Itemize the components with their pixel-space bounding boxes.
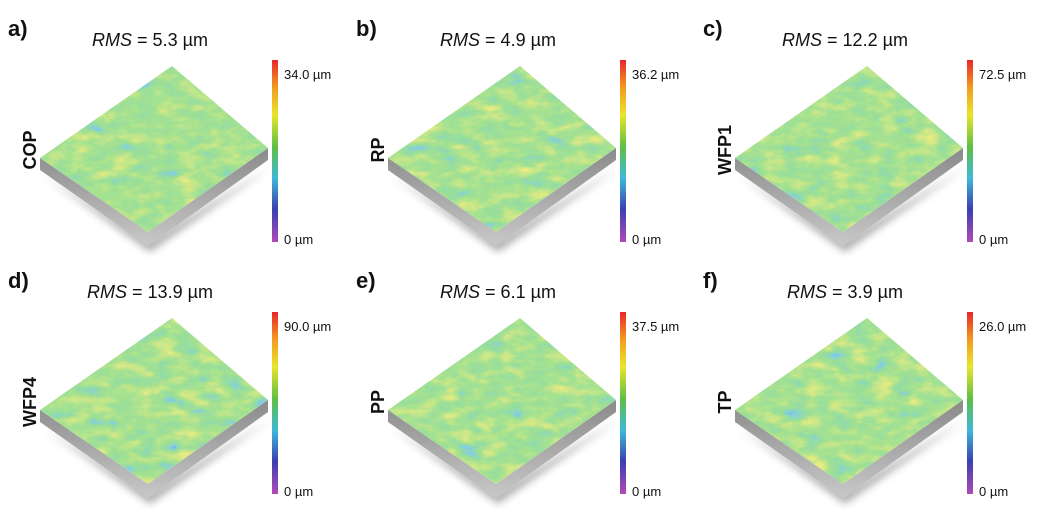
surface-map	[735, 318, 963, 484]
surface-map	[735, 66, 963, 232]
rms-value: = 3.9 µm	[832, 282, 903, 302]
panel-letter: a)	[8, 16, 28, 41]
panel-letter: b)	[356, 16, 377, 41]
color-bar	[620, 312, 626, 494]
rms-value: = 5.3 µm	[137, 30, 208, 50]
panel: 72.5 µm 0 µm c) RMS= 12.2 µm WFP1	[703, 16, 1026, 252]
panel: 36.2 µm 0 µm b) RMS= 4.9 µm RP	[356, 16, 679, 252]
color-bar	[272, 60, 278, 242]
scale-max-label: 36.2 µm	[632, 67, 679, 82]
scale-min-label: 0 µm	[632, 484, 661, 499]
panel-letter: f)	[703, 268, 718, 293]
sample-label: WFP4	[20, 377, 40, 427]
color-bar	[967, 312, 973, 494]
sample-label: WFP1	[715, 125, 735, 175]
scale-max-label: 72.5 µm	[979, 67, 1026, 82]
panel: 34.0 µm 0 µm a) RMS= 5.3 µm COP	[8, 16, 331, 252]
surface-map	[388, 66, 616, 232]
page: 34.0 µm0 µma)RMS= 5.3 µmCOP36.2 µm0 µmb)…	[0, 0, 1045, 509]
figure: 34.0 µm0 µma)RMS= 5.3 µmCOP36.2 µm0 µmb)…	[0, 0, 1045, 509]
rms-value: = 12.2 µm	[827, 30, 908, 50]
scale-max-label: 37.5 µm	[632, 319, 679, 334]
rms-label: RMS	[440, 282, 480, 302]
rms-value: = 4.9 µm	[485, 30, 556, 50]
surface-map	[388, 318, 616, 484]
panel: 26.0 µm 0 µm f) RMS= 3.9 µm TP	[703, 268, 1026, 504]
rms-text: RMS= 12.2 µm	[782, 30, 908, 50]
color-bar	[272, 312, 278, 494]
panel-letter: c)	[703, 16, 723, 41]
rms-text: RMS= 6.1 µm	[440, 282, 556, 302]
rms-value: = 6.1 µm	[485, 282, 556, 302]
color-bar	[967, 60, 973, 242]
scale-max-label: 34.0 µm	[284, 67, 331, 82]
scale-max-label: 26.0 µm	[979, 319, 1026, 334]
panel: 90.0 µm 0 µm d) RMS= 13.9 µm WFP4	[8, 268, 331, 504]
rms-text: RMS= 4.9 µm	[440, 30, 556, 50]
rms-label: RMS	[440, 30, 480, 50]
scale-min-label: 0 µm	[979, 484, 1008, 499]
panel-letter: e)	[356, 268, 376, 293]
sample-label: PP	[368, 390, 388, 414]
surface-map	[40, 318, 268, 484]
rms-text: RMS= 13.9 µm	[87, 282, 213, 302]
sample-label: TP	[715, 390, 735, 413]
rms-label: RMS	[782, 30, 822, 50]
rms-label: RMS	[787, 282, 827, 302]
panel: 37.5 µm 0 µm e) RMS= 6.1 µm PP	[356, 268, 679, 504]
rms-value: = 13.9 µm	[132, 282, 213, 302]
scale-max-label: 90.0 µm	[284, 319, 331, 334]
rms-text: RMS= 5.3 µm	[92, 30, 208, 50]
scale-min-label: 0 µm	[284, 232, 313, 247]
sample-label: RP	[368, 137, 388, 162]
rms-label: RMS	[87, 282, 127, 302]
rms-text: RMS= 3.9 µm	[787, 282, 903, 302]
scale-min-label: 0 µm	[979, 232, 1008, 247]
color-bar	[620, 60, 626, 242]
sample-label: COP	[20, 130, 40, 169]
rms-label: RMS	[92, 30, 132, 50]
scale-min-label: 0 µm	[632, 232, 661, 247]
surface-map	[40, 66, 268, 232]
scale-min-label: 0 µm	[284, 484, 313, 499]
panel-letter: d)	[8, 268, 29, 293]
